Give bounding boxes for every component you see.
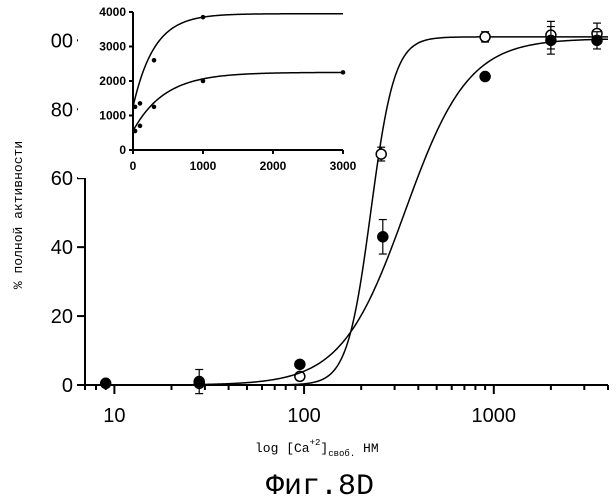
main-y-tick-label: 40 bbox=[51, 237, 73, 259]
main-data-point-open bbox=[376, 149, 386, 159]
inset-data-point bbox=[341, 70, 346, 75]
main-y-tick-label: 80 bbox=[51, 99, 73, 121]
main-y-tick-label: 20 bbox=[51, 306, 73, 328]
main-data-point-open bbox=[480, 32, 490, 42]
main-data-point-filled bbox=[592, 35, 602, 45]
inset-x-tick-label: 3000 bbox=[330, 159, 357, 173]
inset-data-point bbox=[133, 129, 138, 134]
inset-data-point bbox=[152, 58, 157, 63]
inset-y-tick-label: 2000 bbox=[99, 74, 126, 88]
y-axis-label: % полной активности bbox=[11, 141, 26, 289]
main-data-point-filled bbox=[101, 378, 111, 388]
figure-caption: Фиг.8D bbox=[266, 470, 374, 500]
main-y-tick-label: 60 bbox=[51, 168, 73, 190]
x-axis-label-sub: своб. bbox=[328, 449, 355, 459]
x-axis-label-sup: +2 bbox=[310, 438, 321, 448]
main-x-tick-label: 10 bbox=[103, 405, 125, 427]
inset-chart: 0 1000 2000 3000 4000 0 1000 2000 3000 bbox=[78, 0, 358, 178]
main-data-point-filled bbox=[295, 359, 305, 369]
inset-data-point bbox=[201, 79, 206, 84]
main-data-point-filled bbox=[378, 232, 388, 242]
main-y-tick-label: 0 bbox=[62, 375, 73, 397]
inset-x-tick-label: 1000 bbox=[190, 159, 217, 173]
inset-y-tick-label: 0 bbox=[119, 143, 126, 157]
inset-data-point bbox=[138, 124, 143, 129]
inset-data-point bbox=[201, 15, 206, 20]
main-x-tick-label: 100 bbox=[287, 405, 320, 427]
inset-x-tick-label: 0 bbox=[130, 159, 137, 173]
inset-y-tick-label: 3000 bbox=[99, 40, 126, 54]
main-data-point-filled bbox=[194, 377, 204, 387]
x-axis-label-close: ] bbox=[320, 441, 328, 456]
x-axis-label-unit: HM bbox=[355, 441, 378, 456]
inset-y-tick-label: 4000 bbox=[99, 5, 126, 19]
inset-x-tick-label: 2000 bbox=[260, 159, 287, 173]
x-axis-label-main: log [Ca bbox=[255, 441, 310, 456]
main-data-point-filled bbox=[546, 35, 556, 45]
x-axis-label: log [Ca+2]своб. HM bbox=[255, 438, 379, 459]
inset-data-point bbox=[133, 105, 138, 110]
inset-data-point bbox=[152, 105, 157, 110]
inset-data-point bbox=[138, 101, 143, 106]
main-x-tick-label: 1000 bbox=[472, 405, 517, 427]
main-y-tick-label: 00 bbox=[51, 30, 73, 52]
inset-y-tick-label: 1000 bbox=[99, 109, 126, 123]
main-data-point-filled bbox=[480, 72, 490, 82]
